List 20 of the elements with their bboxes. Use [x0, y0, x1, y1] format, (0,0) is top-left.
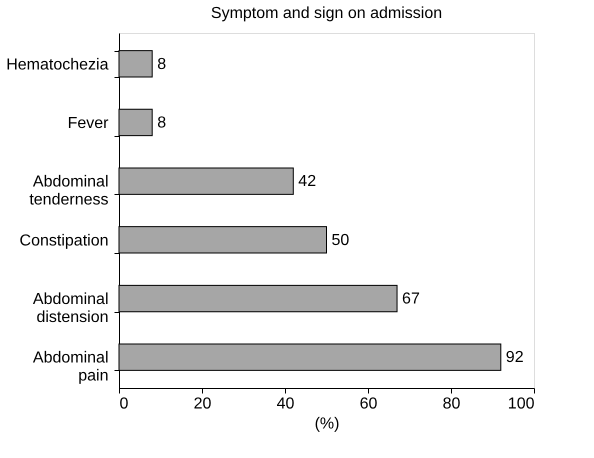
x-tick-label: 0: [120, 396, 128, 412]
y-tick-label: Abdominal tenderness: [29, 174, 108, 209]
data-label: 8: [157, 114, 166, 132]
x-tick-label: 100: [508, 396, 535, 412]
data-label: 92: [506, 349, 524, 366]
y-tick-label: Fever: [68, 114, 110, 132]
data-label: 42: [298, 173, 316, 190]
y-tick-label: Abdominal pain: [32, 350, 108, 385]
data-label: 50: [332, 232, 350, 249]
y-tick-label: Abdominal distension: [32, 291, 108, 326]
x-tick-label: 40: [276, 396, 294, 412]
x-tick-label: 60: [360, 396, 378, 412]
data-label: 67: [402, 290, 420, 308]
y-tick-label: Constipation: [20, 232, 108, 250]
x-tick-label: 20: [194, 396, 212, 412]
data-label: 8: [157, 56, 166, 73]
y-tick-label: Hematochezia: [6, 56, 109, 74]
chart-title: Symptom and sign on admission: [210, 5, 442, 22]
x-axis-title: (%): [314, 416, 340, 432]
x-tick-label: 80: [442, 396, 460, 412]
